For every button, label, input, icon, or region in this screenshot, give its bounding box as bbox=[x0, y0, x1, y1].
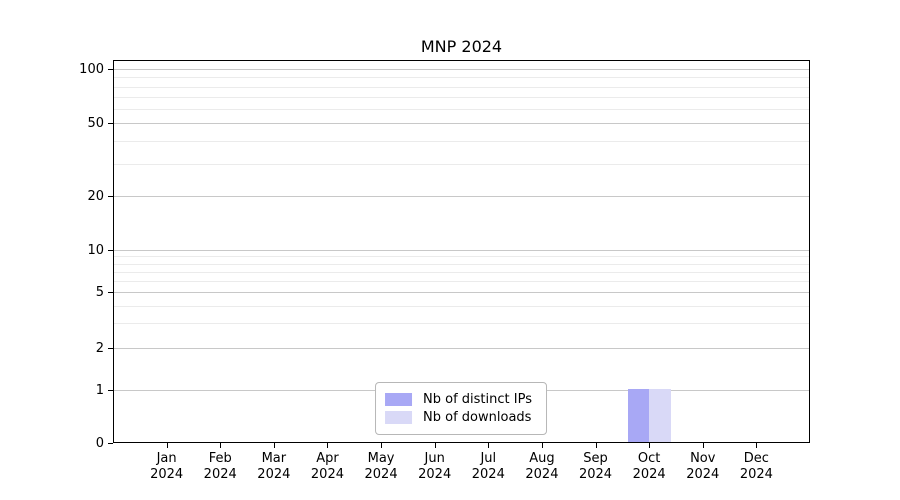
x-tick-label: May 2024 bbox=[351, 451, 411, 483]
minor-gridline bbox=[114, 323, 809, 325]
y-tick-label: 0 bbox=[95, 436, 104, 451]
x-tick-year: 2024 bbox=[471, 467, 505, 482]
minor-gridline bbox=[114, 86, 809, 88]
x-tick-mark bbox=[220, 443, 222, 448]
plot-area bbox=[113, 60, 810, 443]
legend: Nb of distinct IPs Nb of downloads bbox=[375, 382, 547, 435]
x-tick-month: Nov bbox=[690, 451, 716, 466]
minor-gridline bbox=[114, 97, 809, 99]
major-gridline bbox=[114, 195, 809, 197]
x-tick-month: Apr bbox=[316, 451, 339, 466]
minor-gridline bbox=[114, 263, 809, 265]
major-gridline bbox=[114, 347, 809, 349]
x-tick-year: 2024 bbox=[310, 467, 344, 482]
legend-label: Nb of downloads bbox=[423, 410, 532, 425]
y-tick-label: 1 bbox=[95, 382, 104, 398]
x-tick-year: 2024 bbox=[525, 467, 559, 482]
x-tick-label: Jun 2024 bbox=[405, 451, 465, 483]
x-tick-mark bbox=[273, 443, 275, 448]
x-tick-year: 2024 bbox=[257, 467, 291, 482]
major-gridline bbox=[114, 292, 809, 294]
x-tick-year: 2024 bbox=[578, 467, 613, 482]
minor-gridline bbox=[114, 271, 809, 273]
x-tick-year: 2024 bbox=[203, 467, 237, 482]
minor-gridline bbox=[114, 281, 809, 283]
x-tick-label: Mar 2024 bbox=[244, 451, 304, 483]
chart-title: MNP 2024 bbox=[420, 37, 503, 56]
x-tick-mark bbox=[541, 443, 543, 448]
x-tick-label: Aug 2024 bbox=[512, 451, 572, 483]
x-tick-label: Oct 2024 bbox=[619, 451, 679, 483]
major-gridline bbox=[114, 250, 809, 251]
minor-gridline bbox=[114, 109, 809, 111]
x-tick-year: 2024 bbox=[739, 467, 773, 482]
minor-gridline bbox=[114, 163, 809, 165]
bar-distinct-ips bbox=[627, 388, 650, 442]
major-gridline bbox=[114, 123, 809, 125]
y-tick-label: 100 bbox=[79, 62, 104, 77]
x-tick-label: Dec 2024 bbox=[726, 451, 786, 483]
x-tick-label: Sep 2024 bbox=[566, 451, 626, 483]
x-tick-month: Dec bbox=[743, 451, 769, 466]
y-tick-label: 10 bbox=[87, 243, 104, 258]
x-tick-month: Jun bbox=[424, 451, 445, 466]
y-tick-label: 2 bbox=[95, 340, 104, 356]
x-tick-year: 2024 bbox=[686, 467, 720, 482]
x-tick-year: 2024 bbox=[150, 467, 184, 482]
legend-swatch bbox=[385, 411, 413, 424]
x-tick-mark bbox=[488, 443, 490, 448]
x-tick-month: Mar bbox=[261, 451, 287, 466]
y-tick-mark bbox=[108, 443, 113, 444]
legend-row: Nb of distinct IPs bbox=[385, 392, 532, 407]
x-tick-mark bbox=[327, 443, 329, 448]
x-tick-year: 2024 bbox=[364, 467, 398, 482]
y-tick-label: 5 bbox=[95, 285, 104, 301]
y-tick-label: 50 bbox=[87, 116, 104, 132]
minor-gridline bbox=[114, 256, 809, 258]
legend-label: Nb of distinct IPs bbox=[423, 392, 532, 407]
x-tick-mark bbox=[702, 443, 704, 448]
x-tick-mark bbox=[381, 443, 383, 448]
x-tick-mark bbox=[649, 443, 651, 448]
x-tick-year: 2024 bbox=[632, 467, 666, 482]
y-tick-label: 20 bbox=[87, 188, 104, 204]
minor-gridline bbox=[114, 77, 809, 79]
x-tick-mark bbox=[595, 443, 597, 448]
bar-downloads bbox=[649, 388, 671, 442]
x-tick-month: Oct bbox=[637, 451, 661, 466]
legend-row: Nb of downloads bbox=[385, 410, 532, 425]
minor-gridline bbox=[114, 305, 809, 307]
x-tick-mark bbox=[434, 443, 436, 448]
x-tick-mark bbox=[166, 443, 168, 448]
x-tick-month: Jan bbox=[156, 451, 177, 466]
x-tick-label: Nov 2024 bbox=[673, 451, 733, 483]
x-tick-mark bbox=[756, 443, 758, 448]
minor-gridline bbox=[114, 141, 809, 143]
x-tick-label: Jan 2024 bbox=[137, 451, 197, 483]
x-tick-month: Sep bbox=[583, 451, 608, 466]
x-tick-month: Aug bbox=[529, 451, 555, 466]
x-tick-label: Feb 2024 bbox=[190, 451, 250, 483]
x-tick-year: 2024 bbox=[418, 467, 452, 482]
legend-swatch bbox=[385, 393, 413, 406]
x-tick-month: May bbox=[367, 451, 395, 466]
x-tick-month: Jul bbox=[480, 451, 497, 466]
major-gridline bbox=[114, 69, 809, 70]
x-tick-month: Feb bbox=[208, 451, 232, 466]
x-tick-label: Apr 2024 bbox=[297, 451, 357, 483]
x-tick-label: Jul 2024 bbox=[458, 451, 518, 483]
